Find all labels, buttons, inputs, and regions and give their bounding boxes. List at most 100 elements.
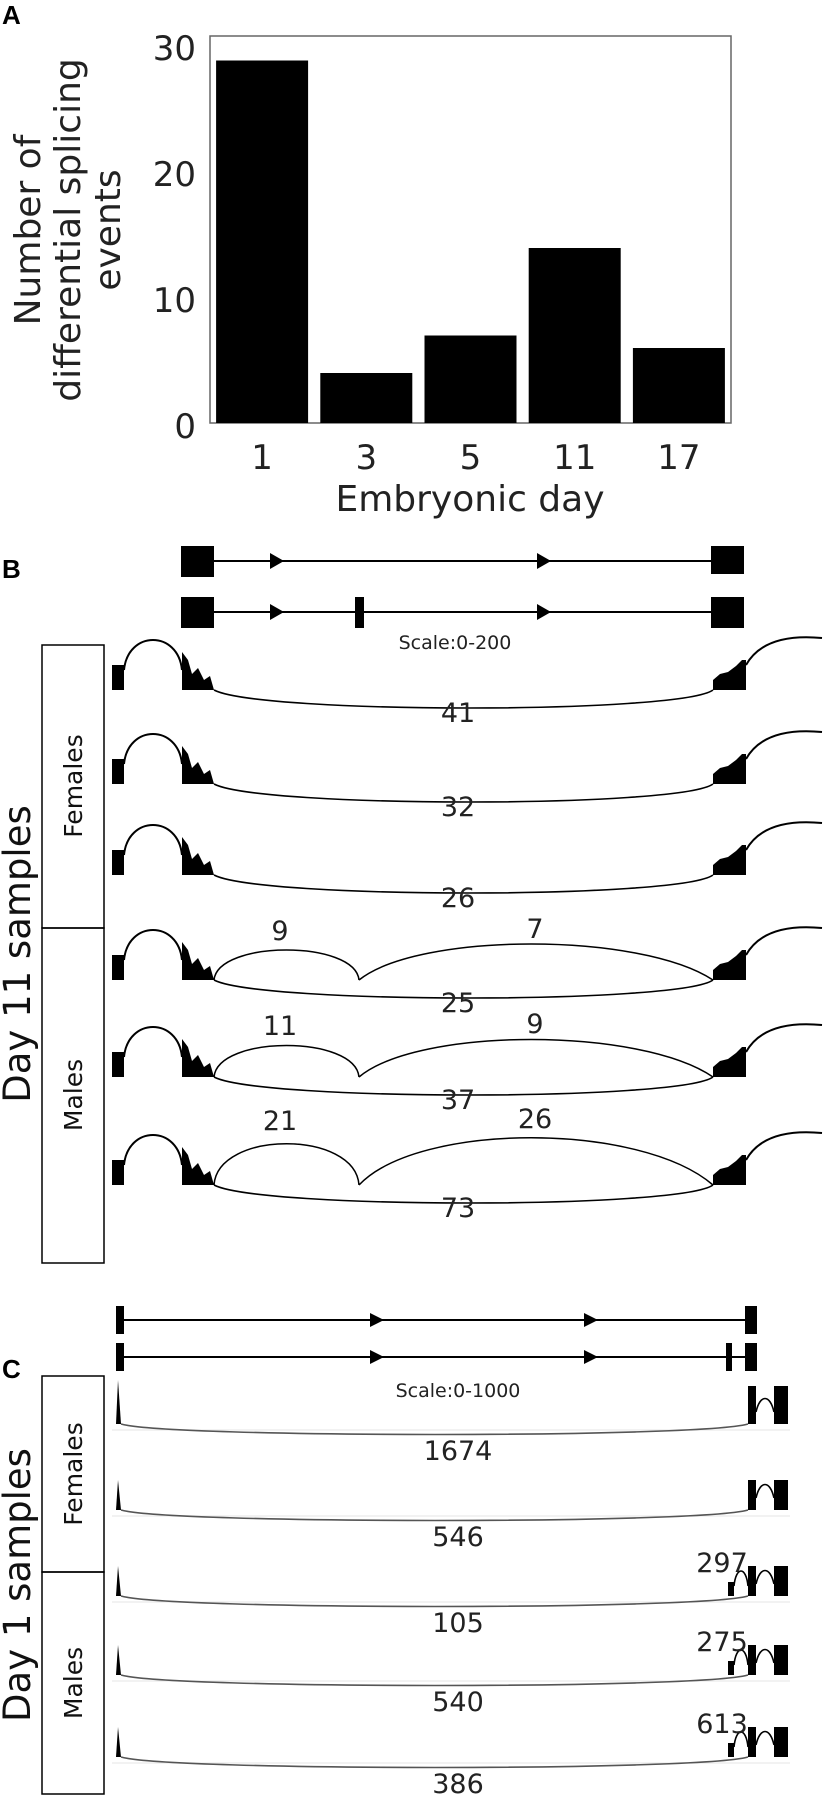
inclusion-junction-arc — [358, 1137, 714, 1186]
coverage-block — [112, 759, 124, 784]
exon-block — [116, 1306, 124, 1334]
coverage-block — [748, 1480, 756, 1510]
skipping-junction-arc — [213, 1076, 714, 1096]
coverage-block — [748, 1386, 756, 1424]
junction-arc — [755, 1648, 775, 1664]
inclusion-junction-arc — [213, 1143, 360, 1186]
junction-arc — [755, 1730, 775, 1746]
coverage-track: 105 297 — [112, 1548, 790, 1639]
inclusion-junction-arc — [358, 1038, 714, 1078]
junction-arc — [755, 1483, 775, 1499]
coverage-block — [713, 1155, 746, 1185]
males-box — [41, 1571, 105, 1795]
junction-arc — [745, 730, 823, 760]
junction-arc — [745, 1131, 823, 1161]
junction-count: 26 — [518, 1104, 552, 1135]
coverage-block — [774, 1386, 788, 1424]
junction-count: 11 — [263, 1011, 297, 1042]
panel-c-label: C — [2, 1354, 21, 1384]
y-tick-labels: 0 10 20 30 — [153, 29, 196, 447]
coverage-block — [112, 1160, 124, 1185]
junction-arc — [755, 1397, 775, 1413]
exon-block — [711, 546, 744, 574]
junction-count: 21 — [263, 1106, 297, 1137]
skipping-junction-arc — [120, 1674, 749, 1687]
arrow-icon — [370, 1313, 384, 1327]
inclusion-junction-arc — [358, 943, 714, 981]
coverage-block — [748, 1645, 756, 1675]
junction-arc — [123, 1134, 183, 1166]
coverage-track: 32 — [112, 730, 823, 823]
junction-arc — [123, 1026, 183, 1058]
junction-count: 9 — [271, 916, 288, 947]
coverage-block — [728, 1743, 734, 1757]
coverage-block — [713, 754, 746, 784]
day11-group-label: Day 11 samples — [0, 805, 39, 1102]
x-tick-label: 1 — [251, 438, 273, 478]
arrow-icon — [537, 604, 551, 620]
coverage-block — [728, 1582, 734, 1596]
junction-count: 7 — [526, 914, 543, 945]
panel-b-label: B — [2, 554, 21, 584]
junction-count: 41 — [441, 698, 475, 729]
junction-arc — [123, 824, 183, 856]
x-tick-label: 5 — [460, 438, 482, 478]
bar — [528, 248, 621, 423]
coverage-block — [774, 1480, 788, 1510]
junction-arc — [745, 636, 823, 666]
sashimi-tracks-b: 41 32 26 25 9 7 37 11 9 73 21 26 — [112, 636, 823, 1224]
junction-count: 105 — [432, 1608, 484, 1639]
coverage-block — [182, 1039, 214, 1077]
skipping-junction-arc — [213, 979, 714, 999]
gene-model-c — [116, 1306, 757, 1371]
arrow-icon — [370, 1350, 384, 1364]
junction-arc — [733, 1570, 749, 1587]
coverage-track: 73 21 26 — [112, 1104, 823, 1224]
skipping-junction-arc — [213, 783, 714, 803]
skipping-junction-arc — [213, 874, 714, 894]
junction-arc — [755, 1569, 775, 1585]
junction-arc — [745, 1023, 823, 1053]
junction-arc — [123, 929, 183, 961]
skipping-junction-arc — [213, 689, 714, 709]
inclusion-junction-arc — [213, 1044, 360, 1078]
y-axis-title-line-1: Number of — [8, 133, 49, 325]
bar — [320, 373, 413, 423]
inclusion-junction-arc — [213, 949, 360, 981]
exon-block — [181, 546, 214, 577]
scale-label-c: Scale:0-1000 — [396, 1380, 521, 1402]
coverage-block — [182, 746, 214, 784]
females-label-b: Females — [59, 734, 88, 837]
coverage-block — [112, 1052, 124, 1077]
y-tick-label: 30 — [153, 29, 196, 69]
skipping-junction-arc — [120, 1756, 749, 1769]
coverage-block — [713, 845, 746, 875]
males-label-b: Males — [59, 1059, 88, 1131]
x-axis-title: Embryonic day — [335, 479, 604, 520]
junction-count: 297 — [696, 1548, 748, 1579]
coverage-block — [116, 1645, 121, 1675]
sample-group-labels-b: Females Males Day 11 samples — [0, 644, 105, 1264]
coverage-block — [112, 665, 124, 690]
exon-block — [745, 1306, 757, 1334]
males-label-c: Males — [59, 1647, 88, 1719]
coverage-block — [728, 1661, 734, 1675]
coverage-block — [116, 1480, 121, 1510]
coverage-track: 25 9 7 — [112, 914, 823, 1019]
y-axis-title-line-2: differential splicing — [48, 58, 89, 401]
junction-count: 275 — [696, 1627, 748, 1658]
coverage-track: 546 — [112, 1480, 790, 1553]
bar-chart: 0 10 20 30 1 3 5 11 17 Embryonic day Number of … — [8, 29, 732, 520]
bar — [216, 60, 309, 423]
coverage-block — [713, 1047, 746, 1077]
arrow-icon — [584, 1350, 598, 1364]
arrow-icon — [584, 1313, 598, 1327]
exon-block — [711, 597, 744, 628]
coverage-block — [774, 1566, 788, 1596]
exon-block — [181, 597, 214, 628]
junction-count: 540 — [432, 1687, 484, 1718]
coverage-block — [182, 837, 214, 875]
arrow-icon — [270, 553, 284, 569]
coverage-block — [116, 1566, 121, 1596]
